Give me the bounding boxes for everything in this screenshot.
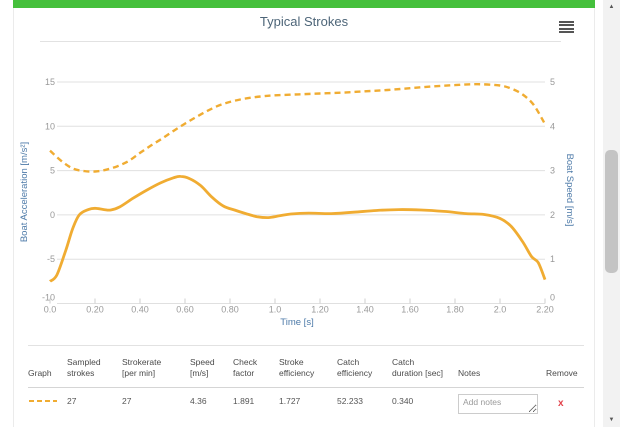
y-left-tick-label: 0 (50, 210, 55, 220)
notes-input[interactable] (458, 394, 538, 414)
stroke-efficiency-value: 1.727 (279, 396, 301, 406)
x-tick-label: 1.0 (269, 305, 282, 315)
page-scrollbar[interactable]: ▲ ▼ (603, 0, 620, 427)
sampled-strokes-value: 27 (67, 396, 77, 406)
col-graph: Graph (28, 368, 52, 378)
x-tick-label: 0.20 (86, 305, 104, 315)
y-right-tick-label: 1 (550, 254, 555, 264)
col-remove: Remove (546, 368, 578, 378)
col-strokerate: Strokerate [per min] (122, 357, 162, 378)
col-notes: Notes (458, 368, 481, 378)
boat-acceleration-series-line (49, 174, 547, 283)
y-right-axis-title: Boat Speed [m/s] (564, 154, 575, 227)
y-right-tick-label: 2 (550, 210, 555, 220)
y-left-tick-label: -10 (42, 293, 55, 303)
col-stroke-efficiency: Stroke efficiency (279, 357, 315, 378)
dashed-line-swatch-icon (29, 400, 57, 402)
x-tick-label: 1.80 (446, 305, 464, 315)
y-left-axis-title: Boat Acceleration [m/s²] (19, 142, 30, 242)
x-tick-label: 2.20 (536, 305, 554, 315)
catch-duration-value: 0.340 (392, 396, 414, 406)
y-left-tick-label: 15 (45, 77, 55, 87)
y-right-tick-label: 3 (550, 166, 555, 176)
x-tick-label: 0.0 (44, 305, 57, 315)
notes-cell (458, 394, 546, 416)
strokerate-value: 27 (122, 396, 132, 406)
graph-swatch-cell (28, 396, 67, 405)
strokes-chart: 15 5 10 4 5 3 0 2 -5 1 -10 0 0.0 0.20 0.40 0.60 0.80 1.0 1… (19, 77, 575, 328)
table-header-row: Graph Sampled strokes Strokerate [per min]… (28, 345, 584, 388)
x-tick-label: 1.20 (311, 305, 329, 315)
y-right-tick-label: 4 (550, 121, 555, 131)
y-left-tick-label: -5 (47, 254, 55, 264)
col-speed: Speed [m/s] (190, 357, 215, 378)
scroll-down-icon[interactable]: ▼ (608, 417, 615, 423)
strokes-table: Graph Sampled strokes Strokerate [per min]… (28, 345, 584, 416)
chart-title: Typical Strokes (259, 14, 349, 29)
scroll-up-icon[interactable]: ▲ (608, 4, 615, 10)
x-tick-label: 2.0 (494, 305, 507, 315)
chart-menu-icon[interactable] (559, 21, 574, 33)
col-catch-duration: Catch duration [sec] (392, 357, 444, 378)
x-tick-label: 0.60 (176, 305, 194, 315)
y-right-tick-label: 0 (550, 293, 555, 303)
x-tick-label: 0.40 (131, 305, 149, 315)
col-sampled-strokes: Sampled strokes (67, 357, 101, 378)
check-factor-value: 1.891 (233, 396, 255, 406)
y-left-tick-label: 10 (45, 121, 55, 131)
col-catch-efficiency: Catch efficiency (337, 357, 373, 378)
x-tick-label: 1.40 (356, 305, 374, 315)
table-row: 27 27 4.36 1.891 1.727 52.233 0.340 x (28, 388, 584, 416)
card-accent-bar (13, 0, 595, 8)
x-tick-label: 1.60 (401, 305, 419, 315)
speed-value: 4.36 (190, 396, 207, 406)
col-check-factor: Check factor (233, 357, 258, 378)
title-divider (40, 41, 561, 42)
scrollbar-thumb[interactable] (605, 150, 618, 273)
x-axis-title: Time [s] (280, 317, 313, 328)
y-left-tick-label: 5 (50, 166, 55, 176)
remove-button[interactable]: x (558, 398, 564, 409)
x-tick-label: 0.80 (221, 305, 239, 315)
remove-cell: x (546, 396, 584, 409)
boat-speed-series-line (49, 82, 547, 173)
y-right-tick-label: 5 (550, 77, 555, 87)
catch-efficiency-value: 52.233 (337, 396, 363, 406)
